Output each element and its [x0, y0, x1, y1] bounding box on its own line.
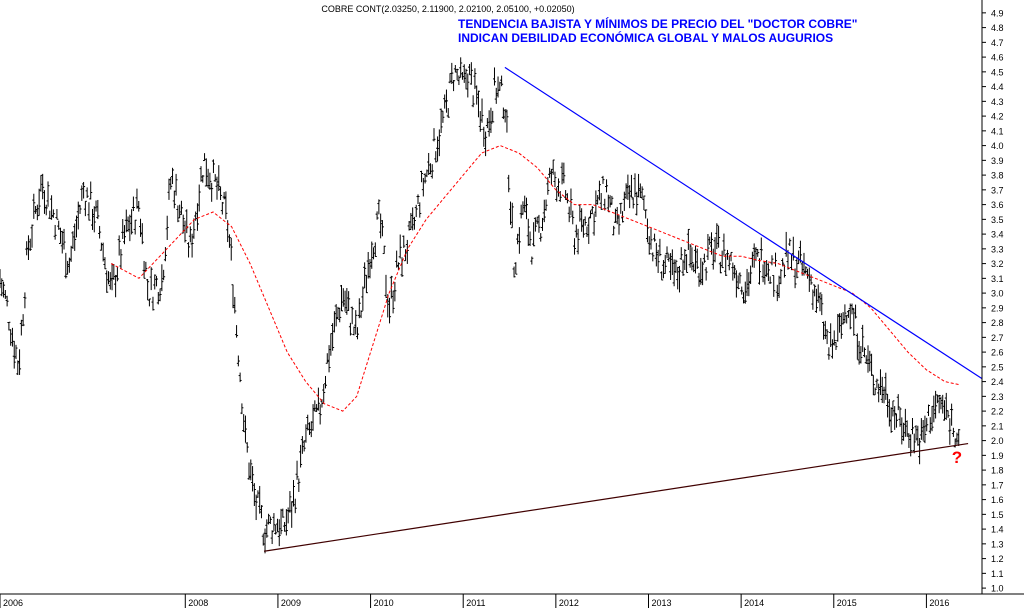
- y-tick-label: 4.6: [991, 53, 1004, 63]
- y-tick-label: 2.2: [991, 407, 1004, 417]
- y-tick-label: 4.7: [991, 38, 1004, 48]
- y-tick-label: 3.4: [991, 230, 1004, 240]
- y-tick-label: 3.1: [991, 274, 1004, 284]
- y-tick-label: 3.7: [991, 185, 1004, 195]
- y-tick-label: 2.0: [991, 436, 1004, 446]
- y-tick-label: 4.3: [991, 97, 1004, 107]
- y-tick-label: 4.1: [991, 126, 1004, 136]
- y-tick-label: 3.6: [991, 200, 1004, 210]
- x-tick-label: 2014: [744, 598, 764, 608]
- annotation-line-1: TENDENCIA BAJISTA Y MÍNIMOS DE PRECIO DE…: [458, 16, 857, 31]
- y-tick-label: 1.2: [991, 554, 1004, 564]
- y-tick-label: 2.6: [991, 348, 1004, 358]
- x-tick-label: 2015: [837, 598, 857, 608]
- y-tick-label: 4.2: [991, 112, 1004, 122]
- moving-average-line: [110, 145, 959, 412]
- y-tick-label: 3.2: [991, 259, 1004, 269]
- price-bars: [0, 57, 961, 554]
- y-tick-label: 1.6: [991, 495, 1004, 505]
- y-tick-label: 1.3: [991, 539, 1004, 549]
- y-tick-label: 2.8: [991, 318, 1004, 328]
- y-tick-label: 2.9: [991, 303, 1004, 313]
- y-tick-label: 3.8: [991, 171, 1004, 181]
- y-tick-label: 4.0: [991, 141, 1004, 151]
- chart-title: COBRE CONT(2.03250, 2.11900, 2.02100, 2.…: [321, 4, 574, 14]
- y-tick-label: 3.5: [991, 215, 1004, 225]
- plot-layer: [0, 57, 983, 554]
- question-mark-annotation: ?: [952, 448, 962, 467]
- x-axis: 2006 2008 2009 2010 2011 2012 2013 2014 2015 2016: [0, 593, 1024, 608]
- y-tick-label: 2.1: [991, 421, 1004, 431]
- y-tick-label: 1.8: [991, 466, 1004, 476]
- x-tick-label: 2008: [188, 598, 208, 608]
- y-tick-label: 3.0: [991, 289, 1004, 299]
- y-tick-label: 4.5: [991, 67, 1004, 77]
- x-tick-label: 2009: [281, 598, 301, 608]
- x-tick-label: 2016: [929, 598, 949, 608]
- y-tick-label: 3.9: [991, 156, 1004, 166]
- y-tick-label: 1.0: [991, 584, 1004, 594]
- x-tick-label: 2006: [3, 598, 23, 608]
- y-tick-label: 1.7: [991, 480, 1004, 490]
- y-tick-label: 1.9: [991, 451, 1004, 461]
- y-tick-label: 3.3: [991, 244, 1004, 254]
- x-tick-label: 2011: [466, 598, 485, 608]
- annotation-line-2: INDICAN DEBILIDAD ECONÓMICA GLOBAL Y MAL…: [458, 30, 833, 45]
- resistance-trendline: [504, 66, 983, 380]
- y-tick-label: 4.8: [991, 23, 1004, 33]
- y-tick-label: 1.1: [991, 569, 1004, 579]
- y-tick-label: 2.4: [991, 377, 1004, 387]
- y-tick-label: 1.4: [991, 525, 1004, 535]
- x-tick-label: 2010: [374, 598, 394, 608]
- y-tick-label: 4.9: [991, 8, 1004, 18]
- y-tick-label: 2.5: [991, 362, 1004, 372]
- y-axis: 1.0 1.1 1.2 1.3 1.4 1.5 1.6 1.7 1.8 1.9 2.0 2.1 2.2 2…: [981, 0, 1004, 594]
- x-tick-label: 2012: [559, 598, 579, 608]
- y-tick-label: 2.7: [991, 333, 1004, 343]
- x-tick-label: 2013: [651, 598, 671, 608]
- y-tick-label: 1.5: [991, 510, 1004, 520]
- support-trendline: [263, 442, 969, 552]
- y-tick-label: 4.4: [991, 82, 1004, 92]
- y-tick-label: 2.3: [991, 392, 1004, 402]
